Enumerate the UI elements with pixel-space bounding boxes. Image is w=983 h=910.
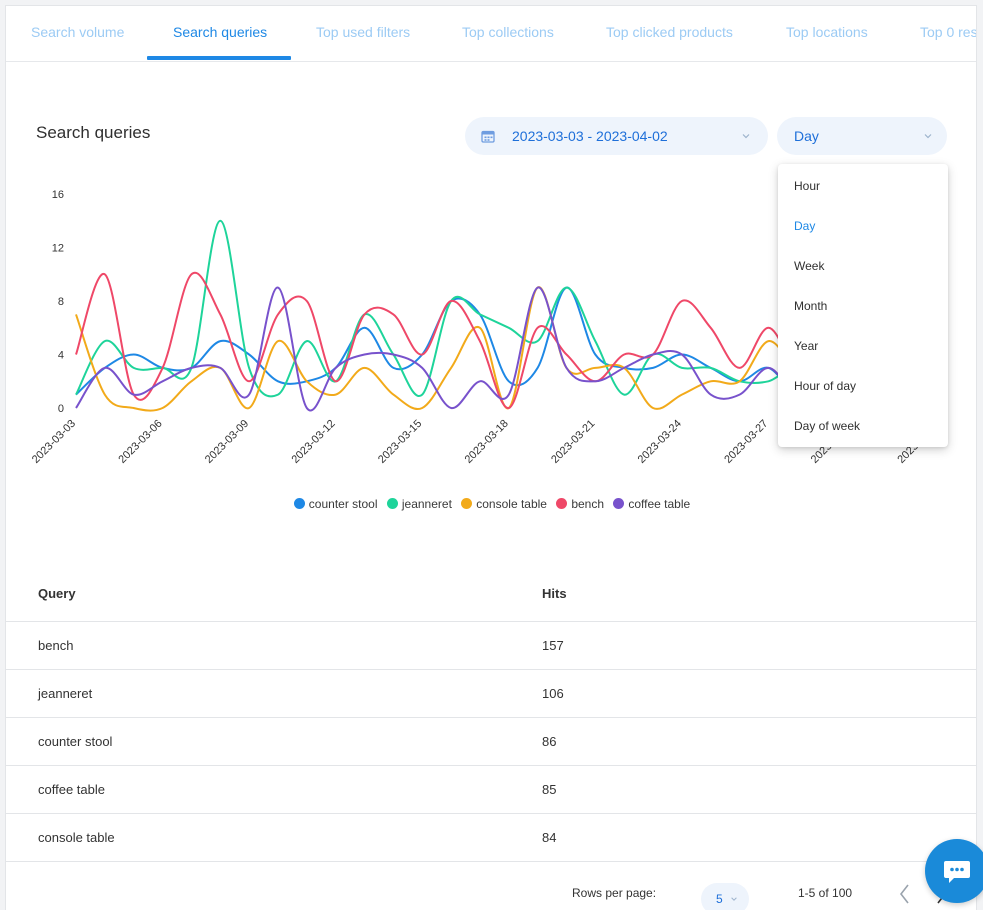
query-cell: jeanneret (38, 686, 93, 701)
chevron-down-icon (731, 897, 737, 901)
hits-cell: 84 (542, 830, 557, 845)
legend-item-coffee-table[interactable]: coffee table (613, 497, 690, 511)
active-tab-indicator (147, 56, 291, 60)
chevron-left-icon[interactable] (896, 882, 914, 906)
hits-cell: 106 (542, 686, 564, 701)
menu-item-hour[interactable]: Hour (794, 179, 821, 193)
legend-dot (293, 497, 305, 509)
granularity-dropdown-menu: Hour Day Week Month Year Hour of day Day… (778, 164, 948, 447)
hits-cell: 85 (542, 782, 557, 797)
granularity-select[interactable]: Day (777, 117, 947, 155)
legend-label: console table (476, 496, 547, 511)
legend-label: coffee table (628, 496, 691, 511)
menu-item-month[interactable]: Month (794, 299, 828, 313)
chart-legend: counter stool jeanneret console table be… (6, 496, 976, 511)
rows-per-page-value: 5 (716, 892, 723, 906)
x-tick-label: 2023-03-15 (376, 418, 424, 466)
legend-item-jeanneret[interactable]: jeanneret (386, 496, 452, 511)
column-header-hits[interactable]: Hits (542, 586, 567, 601)
hits-cell: 86 (542, 734, 557, 749)
menu-item-hour-of-day[interactable]: Hour of day (794, 379, 857, 393)
x-tick-label: 2023-03-27 (722, 418, 770, 466)
rows-per-page-select[interactable]: 5 (701, 883, 749, 910)
calendar-icon (481, 130, 495, 143)
granularity-value: Day (794, 128, 819, 144)
table-row[interactable]: counter stool 86 (6, 717, 976, 765)
x-tick-label: 2023-03-03 (30, 418, 78, 466)
x-tick-label: 2023-03-24 (636, 418, 684, 466)
query-cell: console table (38, 830, 115, 845)
table-row[interactable]: jeanneret 106 (6, 669, 976, 717)
x-tick-label: 2023-03-06 (116, 418, 164, 466)
y-tick-label: 4 (58, 350, 64, 362)
rows-per-page-label: Rows per page: (572, 886, 657, 900)
tab-search-volume[interactable]: Search volume (31, 24, 125, 40)
date-range-picker[interactable]: 2023-03-03 - 2023-04-02 (465, 117, 768, 155)
y-tick-label: 16 (52, 189, 64, 201)
legend-dot (386, 497, 398, 509)
legend-item-console-table[interactable]: console table (461, 497, 547, 511)
x-tick-label: 2023-03-09 (203, 418, 251, 466)
analytics-card: Search volume Search queries Top used fi… (5, 5, 977, 910)
x-tick-label: 2023-03-18 (463, 418, 511, 466)
legend-label: counter stool (308, 496, 378, 511)
x-tick-label: 2023-03-21 (549, 418, 597, 466)
tab-top-clicked-products[interactable]: Top clicked products (606, 24, 733, 40)
x-tick-label: 2023-03-12 (289, 418, 337, 466)
table-row[interactable]: coffee table 85 (6, 765, 976, 813)
chevron-down-icon (924, 134, 932, 139)
tab-top-used-filters[interactable]: Top used filters (316, 24, 411, 40)
tab-top-0-results[interactable]: Top 0 results (920, 24, 977, 40)
tab-top-collections[interactable]: Top collections (462, 24, 554, 40)
menu-item-day[interactable]: Day (794, 219, 816, 233)
legend-dot (613, 497, 625, 509)
query-cell: bench (38, 638, 74, 653)
tab-top-locations[interactable]: Top locations (786, 24, 868, 40)
legend-item-bench[interactable]: bench (556, 497, 604, 511)
section-title: Search queries (36, 123, 151, 142)
menu-item-year[interactable]: Year (794, 339, 819, 353)
table-bottom-divider (6, 861, 976, 862)
tab-bar: Search volume Search queries Top used fi… (6, 6, 977, 62)
legend-item-counter-stool[interactable]: counter stool (293, 496, 378, 511)
legend-dot (556, 497, 568, 509)
legend-dot (461, 497, 473, 509)
y-tick-label: 12 (52, 243, 64, 255)
menu-item-week[interactable]: Week (794, 259, 825, 273)
hits-cell: 157 (542, 638, 564, 653)
y-tick-label: 8 (58, 296, 64, 308)
column-header-query[interactable]: Query (38, 586, 76, 601)
menu-item-day-of-week[interactable]: Day of week (794, 419, 861, 433)
legend-label: bench (571, 496, 605, 511)
pagination-range: 1-5 of 100 (798, 886, 853, 900)
table-row[interactable]: console table 84 (6, 813, 976, 861)
query-cell: counter stool (38, 734, 113, 749)
legend-label: jeanneret (401, 496, 452, 511)
y-tick-label: 0 (58, 403, 64, 415)
chat-bubble-icon (944, 861, 970, 883)
date-range-value: 2023-03-03 - 2023-04-02 (512, 128, 668, 144)
tab-search-queries[interactable]: Search queries (173, 24, 268, 40)
chevron-down-icon (742, 134, 750, 139)
table-row[interactable]: bench 157 (6, 621, 976, 669)
chat-button[interactable] (925, 839, 983, 903)
query-cell: coffee table (38, 782, 105, 797)
